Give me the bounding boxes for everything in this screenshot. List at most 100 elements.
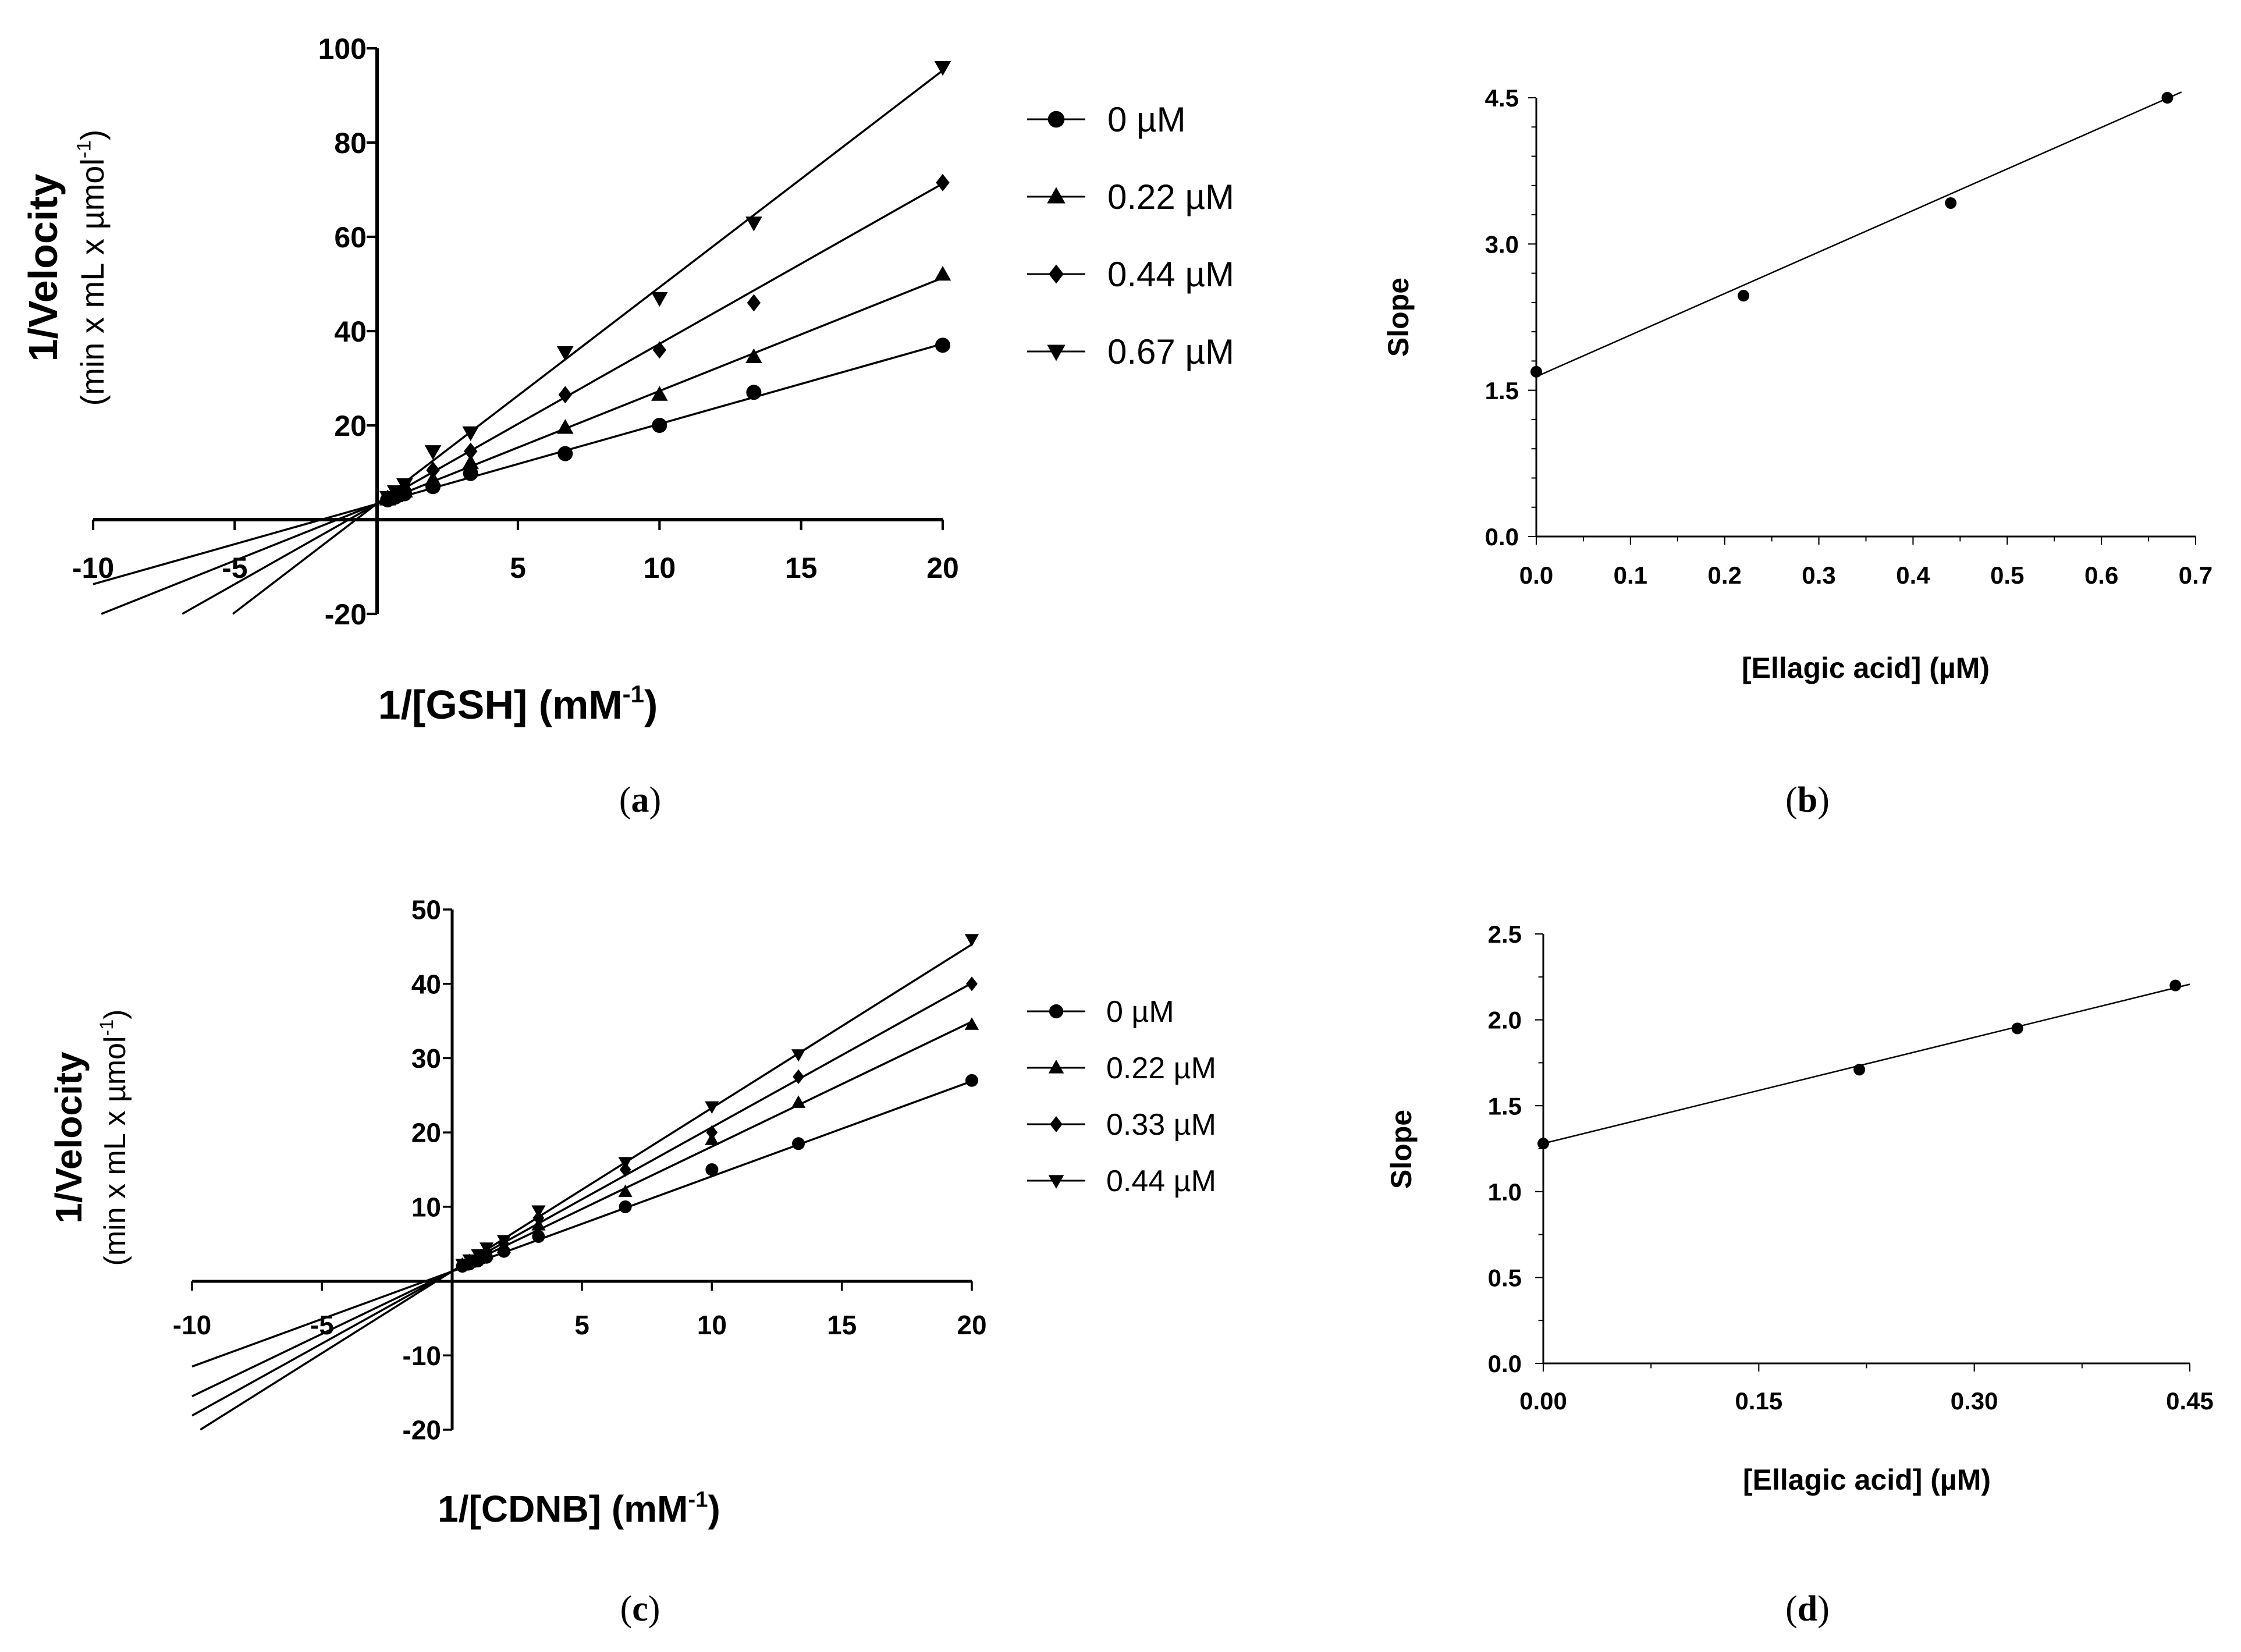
data-point bbox=[791, 1049, 806, 1062]
x-tick-label: 0.7 bbox=[2179, 562, 2212, 589]
x-tick-label: 5 bbox=[574, 1310, 589, 1340]
x-tick-label: 0.1 bbox=[1614, 562, 1647, 589]
data-point bbox=[1853, 1064, 1866, 1076]
x-tick-label: 0.00 bbox=[1519, 1387, 1567, 1415]
y-tick-label: 100 bbox=[318, 33, 367, 65]
y-tick-label: -10 bbox=[403, 1341, 441, 1371]
legend-label: 0.44 µM bbox=[1107, 255, 1234, 294]
x-axis-title-sup: -1 bbox=[623, 680, 644, 708]
data-point bbox=[1530, 365, 1542, 378]
data-point bbox=[2169, 979, 2182, 992]
fit-line bbox=[93, 343, 943, 585]
data-point bbox=[2011, 1022, 2023, 1035]
x-tick-label: 0.3 bbox=[1802, 562, 1835, 589]
y-axis-title: 1/Velocity bbox=[48, 1051, 90, 1224]
legend-label: 0.33 µM bbox=[1106, 1108, 1216, 1142]
panel-d: 0.00 0.15 0.30 0.45 0.0 0.5 1.0 1.5 2.0 2.5 [Ellag… bbox=[1385, 921, 2214, 1629]
data-point bbox=[936, 173, 950, 191]
x-tick-label: 15 bbox=[785, 552, 818, 584]
fit-line bbox=[191, 982, 972, 1417]
legend-marker bbox=[1048, 1175, 1064, 1189]
legend-marker bbox=[1047, 111, 1065, 128]
panel-caption: (a) bbox=[619, 780, 661, 820]
data-point bbox=[556, 419, 574, 434]
panel-caption: (c) bbox=[620, 1589, 660, 1629]
panel-caption-close: ) bbox=[1817, 780, 1830, 820]
y-tick-label: 1.5 bbox=[1488, 1092, 1522, 1120]
series-0 bbox=[93, 337, 950, 585]
y-tick-label: 40 bbox=[411, 969, 441, 999]
y-tick-label: 80 bbox=[334, 127, 367, 159]
data-point bbox=[396, 478, 413, 493]
x-axis-title: [Ellagic acid] (µM) bbox=[1743, 1463, 1991, 1496]
data-point bbox=[965, 1074, 978, 1087]
panel-caption-letter: a bbox=[631, 780, 649, 820]
data-point bbox=[746, 385, 762, 400]
y-tick-label: 3.0 bbox=[1485, 230, 1519, 258]
data-point bbox=[532, 1230, 545, 1243]
data-point bbox=[464, 442, 478, 460]
y-tick-label: 4.5 bbox=[1485, 84, 1519, 112]
data-point bbox=[1537, 1138, 1549, 1150]
legend-marker bbox=[1047, 187, 1066, 204]
x-tick-label: 10 bbox=[644, 552, 676, 584]
data-point bbox=[379, 491, 396, 506]
panel-caption-close: ) bbox=[648, 1589, 660, 1629]
panel-b: 0.0 0.1 0.2 0.3 0.4 0.5 0.6 0.7 0.0 1.5 3.0 4.5 [Ell… bbox=[1382, 84, 2212, 820]
fit-line bbox=[101, 276, 943, 615]
legend-label: 0.22 µM bbox=[1107, 177, 1234, 216]
y-tick-label: 10 bbox=[411, 1192, 441, 1222]
x-tick-label: -10 bbox=[173, 1310, 211, 1340]
fit-line bbox=[200, 943, 972, 1431]
legend: 0 µM 0.22 µM 0.44 µM 0.67 µM bbox=[1027, 100, 1234, 371]
fit-line bbox=[191, 1080, 972, 1368]
x-axis-title: [Ellagic acid] (µM) bbox=[1742, 652, 1990, 684]
y-tick-label: -20 bbox=[325, 598, 367, 631]
panel-caption: (d) bbox=[1785, 1589, 1830, 1629]
panel-caption-close: ) bbox=[649, 780, 662, 820]
data-point bbox=[426, 461, 440, 479]
y-tick-label: 0.0 bbox=[1488, 1350, 1522, 1377]
series-3 bbox=[232, 61, 951, 615]
y-axis-subtitle-close: ) bbox=[98, 1010, 132, 1019]
y-tick-label: 40 bbox=[334, 315, 367, 348]
y-axis-subtitle: (min x mL x µmol-1) bbox=[73, 130, 111, 406]
x-tick-label: 0.0 bbox=[1519, 562, 1553, 589]
y-tick-label: 1.0 bbox=[1488, 1178, 1522, 1206]
panel-caption-open: ( bbox=[619, 780, 631, 820]
data-point bbox=[745, 216, 762, 232]
fit-line bbox=[1536, 91, 2182, 378]
y-axis-title: Slope bbox=[1382, 278, 1415, 357]
fit-line bbox=[191, 1021, 972, 1398]
x-axis-title-sup: -1 bbox=[688, 1487, 708, 1512]
data-point bbox=[556, 346, 574, 361]
x-tick-label: -5 bbox=[310, 1310, 334, 1340]
data-point bbox=[619, 1200, 632, 1213]
legend-marker bbox=[1048, 1060, 1064, 1074]
data-point bbox=[618, 1157, 633, 1170]
data-point bbox=[557, 446, 573, 461]
data-point bbox=[462, 1254, 477, 1267]
y-tick-label: 60 bbox=[334, 221, 367, 254]
series-2 bbox=[182, 173, 950, 615]
data-point bbox=[934, 265, 951, 281]
x-tick-label: 0.30 bbox=[1951, 1387, 1998, 1415]
x-tick-label: 15 bbox=[827, 1310, 857, 1340]
y-axis-subtitle-sup: -1 bbox=[73, 140, 95, 158]
data-point bbox=[462, 426, 480, 442]
data-point bbox=[964, 1017, 979, 1030]
data-point bbox=[386, 485, 404, 500]
y-tick-label: 20 bbox=[334, 410, 367, 442]
data-point bbox=[745, 348, 762, 363]
data-point bbox=[471, 1249, 485, 1262]
x-tick-label: 0.45 bbox=[2166, 1387, 2214, 1415]
data-point bbox=[964, 934, 979, 947]
legend-label: 0.67 µM bbox=[1107, 332, 1234, 371]
y-tick-label: 50 bbox=[411, 895, 441, 925]
legend: 0 µM 0.22 µM 0.33 µM 0.44 µM bbox=[1027, 995, 1216, 1198]
x-tick-label: 0.2 bbox=[1708, 562, 1742, 589]
x-tick-label: 0.4 bbox=[1896, 562, 1930, 589]
x-tick-label: -10 bbox=[72, 552, 114, 584]
